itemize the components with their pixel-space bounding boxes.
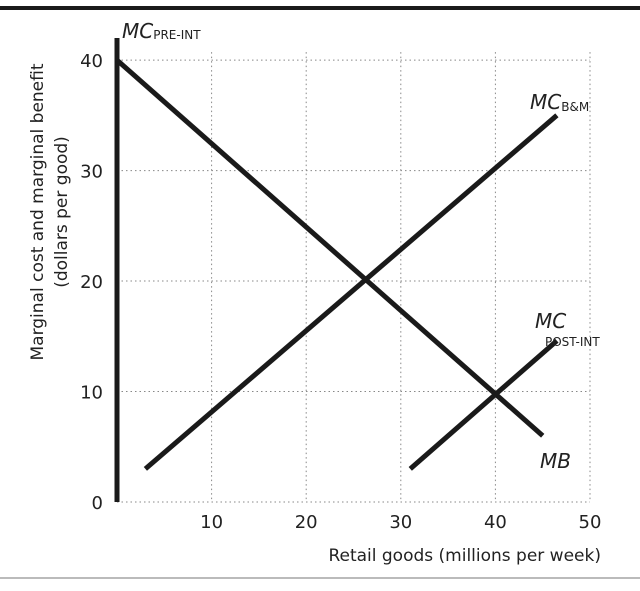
x-tick-label: 10 [200, 512, 223, 533]
y-tick-label: 40 [80, 51, 103, 72]
label-subscript: POST-INT [545, 335, 600, 349]
label-main: MC [530, 90, 561, 114]
line-label: MC POST-INT [535, 309, 600, 349]
x-tick-label: 30 [389, 512, 412, 533]
x-tick-label: 50 [579, 512, 602, 533]
series-line [115, 58, 545, 438]
label-main: MB [540, 449, 571, 473]
y-tick-label: 10 [80, 383, 103, 404]
y-tick-label: 20 [80, 272, 103, 293]
label-main: MC [535, 309, 566, 333]
x-tick-label: 40 [484, 512, 507, 533]
y-axis-label: (dollars per good) [52, 136, 72, 288]
y-tick-label: 0 [92, 493, 103, 514]
series-line [143, 113, 559, 471]
x-tick-label: 20 [295, 512, 318, 533]
x-axis-label: Retail goods (millions per week) [328, 546, 601, 566]
line-label: MCPRE-INT [122, 19, 201, 43]
label-main: MC [122, 19, 153, 43]
label-subscript: B&M [561, 100, 589, 114]
y-axis-label: Marginal cost and marginal benefit [28, 63, 48, 360]
line-label: MCB&M [530, 90, 589, 114]
label-subscript: PRE-INT [153, 28, 201, 42]
top-rule [0, 6, 640, 10]
bottom-rule [0, 577, 640, 579]
line-label: MB [540, 449, 571, 473]
y-tick-label: 30 [80, 162, 103, 183]
series-line [408, 338, 559, 471]
